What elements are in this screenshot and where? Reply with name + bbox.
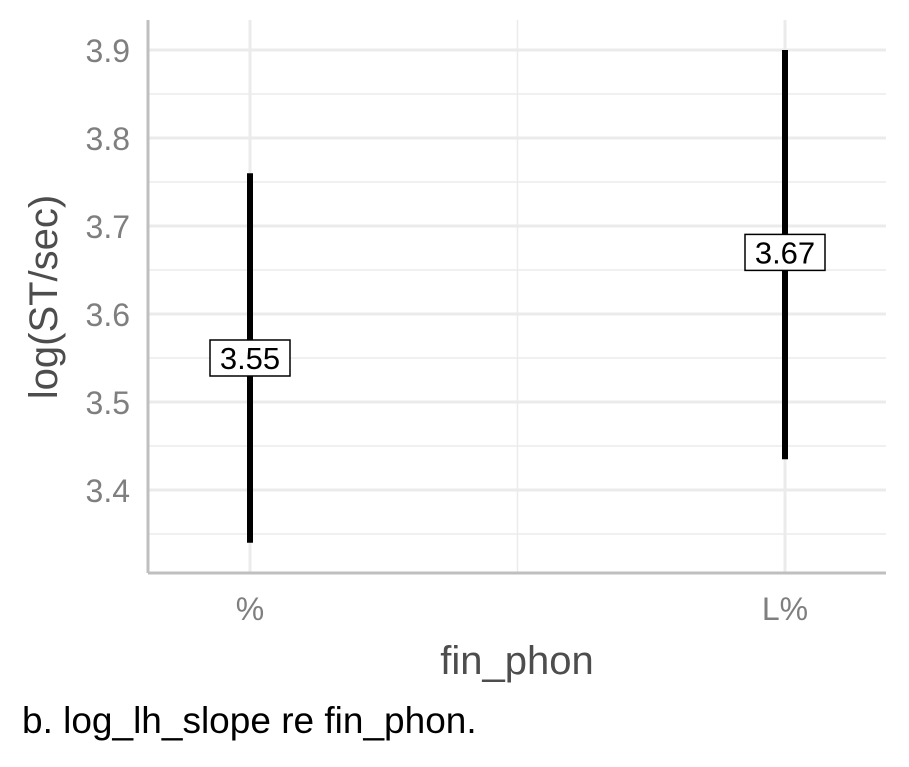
y-tick-label: 3.6: [86, 297, 130, 333]
figure-caption: b. log_lh_slope re fin_phon.: [22, 700, 477, 741]
chart: 3.4 3.5 3.6 3.7 3.8 3.9 % L% 3.55 3.67 fin_phon…: [22, 20, 886, 683]
y-tick-label: 3.7: [86, 209, 130, 245]
y-tick-label: 3.9: [86, 33, 130, 69]
estimate-label: 3.67: [755, 235, 815, 270]
x-tick-label: %: [236, 591, 264, 627]
x-tick-label: L%: [762, 591, 808, 627]
estimate-label-box: [744, 233, 826, 272]
y-tick-label: 3.5: [86, 385, 130, 421]
estimate-label: 3.55: [220, 341, 280, 376]
y-tick-labels: 3.4 3.5 3.6 3.7 3.8 3.9: [86, 33, 130, 509]
y-axis-title: log(ST/sec): [22, 195, 66, 400]
x-axis-title: fin_phon: [440, 639, 593, 683]
estimate-label-box: [209, 339, 291, 377]
y-tick-label: 3.8: [86, 121, 130, 157]
x-tick-labels: % L%: [236, 591, 808, 627]
y-tick-label: 3.4: [86, 473, 130, 509]
estimate-labels: 3.55 3.67: [209, 233, 826, 377]
